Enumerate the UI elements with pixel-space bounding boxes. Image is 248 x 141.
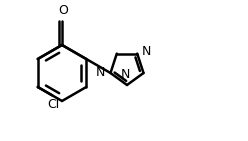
Text: N: N [120,68,130,81]
Text: Cl: Cl [47,98,60,111]
Text: O: O [58,4,68,17]
Text: N: N [96,67,105,80]
Text: N: N [142,45,152,58]
